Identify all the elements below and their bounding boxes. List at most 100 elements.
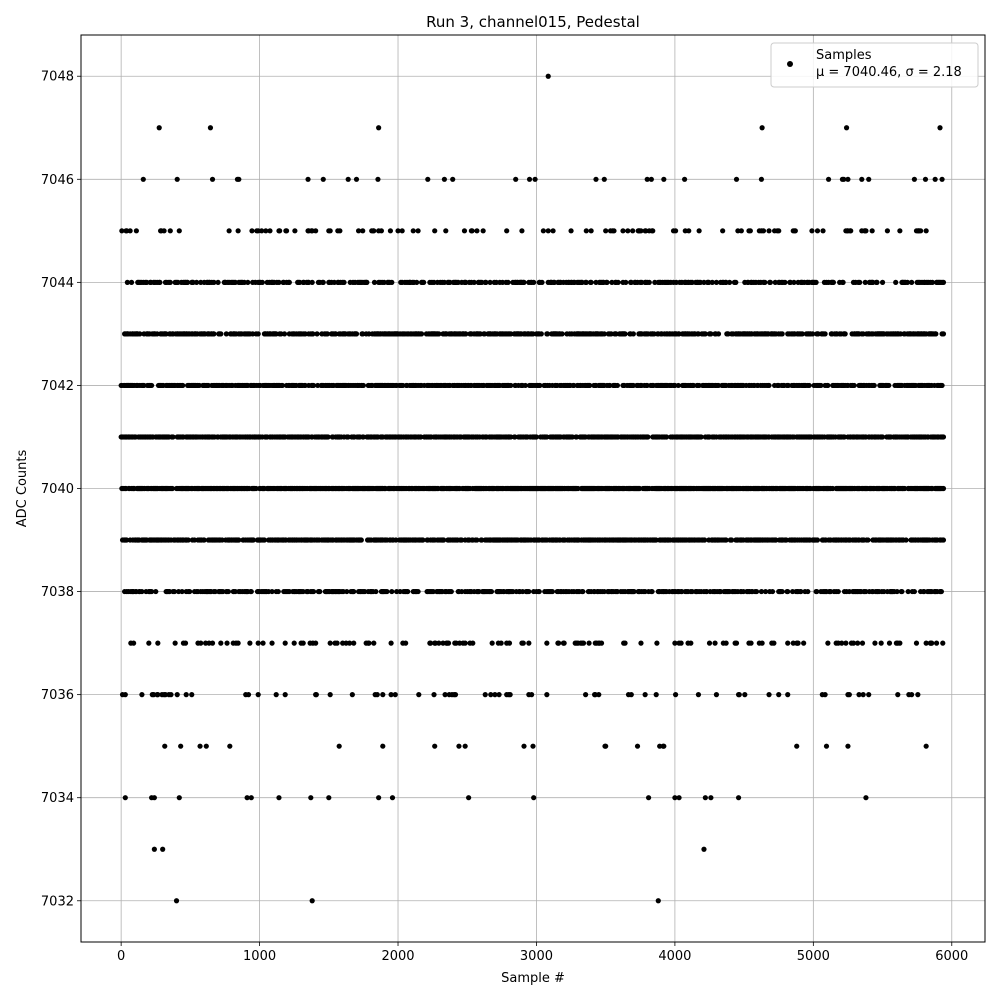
data-point — [448, 588, 454, 595]
data-point — [127, 228, 133, 234]
data-point — [776, 228, 782, 234]
data-point — [776, 692, 782, 698]
data-point — [489, 640, 495, 646]
data-point — [603, 743, 609, 749]
data-point — [249, 228, 255, 234]
data-point — [759, 640, 765, 646]
data-point — [425, 176, 431, 182]
data-point — [255, 692, 261, 698]
data-point — [225, 588, 232, 595]
data-point — [128, 279, 135, 285]
data-point — [559, 331, 565, 337]
data-point — [308, 795, 314, 801]
data-point — [443, 228, 449, 234]
data-point — [462, 743, 468, 749]
data-point — [173, 898, 180, 904]
data-point — [373, 588, 379, 595]
data-point — [915, 692, 921, 698]
data-point — [855, 640, 861, 646]
data-point — [814, 588, 820, 595]
y-tick-label: 7038 — [41, 585, 74, 600]
data-point — [822, 692, 828, 698]
data-point — [644, 176, 650, 182]
data-point — [840, 279, 846, 285]
data-point — [863, 795, 869, 801]
data-point — [450, 176, 456, 182]
data-point — [291, 640, 297, 646]
data-point — [798, 588, 804, 595]
data-point — [759, 125, 765, 131]
y-tick-label: 7044 — [41, 276, 74, 291]
data-point — [913, 640, 920, 646]
data-point — [474, 228, 480, 234]
data-point — [282, 692, 288, 698]
data-point — [678, 640, 684, 646]
y-axis-label: ADC Counts — [15, 450, 30, 528]
data-point — [463, 331, 469, 337]
data-point — [825, 176, 832, 182]
data-point — [167, 228, 173, 234]
data-point — [146, 640, 152, 646]
data-point — [371, 279, 378, 285]
data-point — [172, 640, 178, 646]
data-point — [441, 537, 447, 543]
data-point — [178, 743, 184, 749]
data-point — [275, 588, 281, 595]
data-point — [201, 537, 207, 543]
data-point — [155, 692, 161, 698]
data-point — [314, 331, 320, 337]
data-point — [929, 279, 935, 285]
data-point — [696, 228, 702, 234]
data-point — [713, 279, 720, 285]
data-point — [544, 692, 550, 698]
data-point — [310, 382, 317, 389]
data-point — [859, 640, 866, 646]
data-point — [583, 279, 589, 285]
data-point — [211, 279, 217, 285]
data-point — [174, 692, 180, 698]
data-point — [545, 228, 551, 234]
data-point — [520, 640, 526, 646]
data-point — [865, 537, 871, 543]
data-point — [360, 382, 367, 389]
data-point — [380, 692, 386, 698]
data-point — [519, 228, 525, 234]
y-tick-label: 7048 — [41, 70, 74, 85]
data-point — [153, 588, 159, 595]
data-point — [596, 692, 602, 698]
data-point — [842, 331, 848, 337]
data-point — [642, 692, 648, 698]
data-point — [149, 588, 155, 595]
data-point — [839, 640, 845, 646]
data-point — [358, 537, 364, 543]
data-point — [614, 382, 621, 389]
data-point — [415, 588, 421, 595]
data-point — [536, 588, 542, 595]
data-point — [207, 125, 214, 131]
data-point — [733, 640, 740, 646]
data-point — [588, 228, 594, 234]
data-point — [874, 279, 880, 285]
data-point — [779, 588, 785, 595]
data-point — [794, 743, 800, 749]
data-point — [403, 640, 409, 646]
data-point — [859, 176, 865, 182]
data-point — [185, 537, 191, 543]
chart-title: Run 3, channel015, Pedestal — [426, 13, 640, 31]
data-point — [735, 795, 742, 801]
data-point — [279, 382, 286, 389]
data-point — [929, 640, 935, 646]
data-point — [708, 331, 714, 337]
data-point — [830, 279, 837, 285]
data-point — [436, 331, 442, 337]
data-point — [923, 743, 929, 749]
data-point — [742, 692, 748, 698]
data-point — [769, 588, 776, 595]
data-point — [771, 640, 777, 646]
data-point — [388, 692, 394, 698]
y-tick-label: 7040 — [41, 482, 74, 497]
data-point — [305, 176, 311, 182]
data-point — [845, 176, 851, 182]
data-point — [530, 743, 536, 749]
